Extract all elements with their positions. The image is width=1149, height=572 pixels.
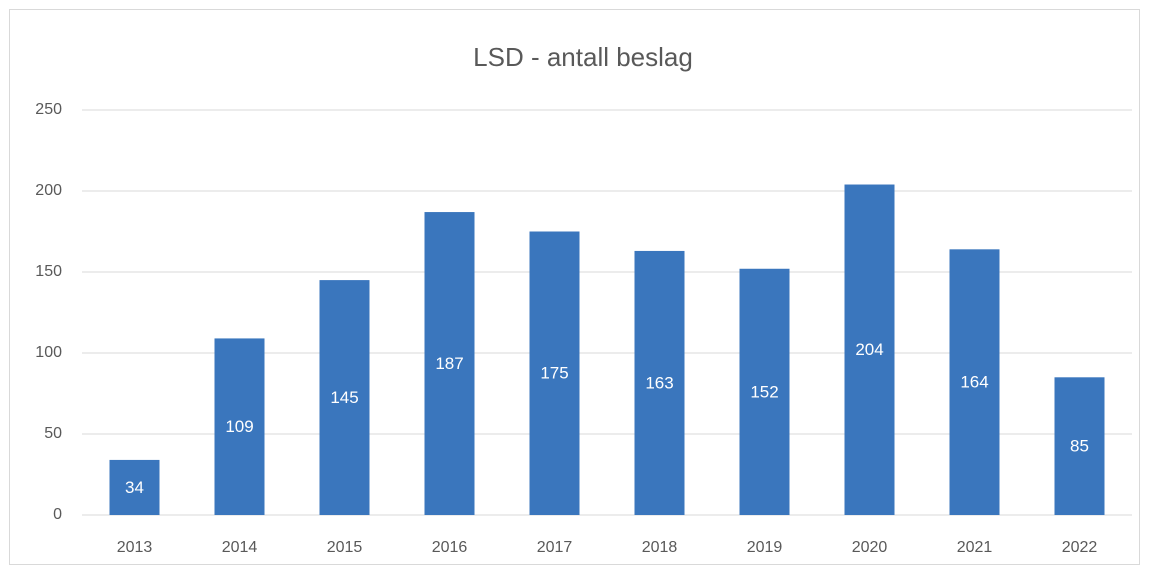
bar (634, 250, 685, 515)
x-tick-label: 2022 (1062, 539, 1098, 556)
bar (319, 280, 370, 515)
x-tick-label: 2019 (747, 539, 783, 556)
x-tick-label: 2018 (642, 539, 678, 556)
bar (1054, 377, 1105, 515)
data-label: 164 (960, 373, 988, 392)
y-tick-label: 0 (53, 506, 62, 523)
data-label: 145 (330, 388, 358, 407)
x-tick-label: 2017 (537, 539, 573, 556)
bar (424, 212, 475, 515)
x-tick-label: 2020 (852, 539, 888, 556)
chart-title: LSD - antall beslag (473, 42, 693, 72)
y-tick-label: 50 (44, 425, 62, 442)
data-label: 187 (435, 354, 463, 373)
x-tick-label: 2021 (957, 539, 993, 556)
data-label: 175 (540, 364, 568, 383)
y-tick-label: 100 (35, 344, 62, 361)
x-tick-label: 2013 (117, 539, 153, 556)
data-label: 152 (750, 382, 778, 401)
bar (109, 459, 160, 515)
y-tick-label: 250 (35, 101, 62, 118)
data-label: 163 (645, 373, 673, 392)
y-tick-label: 150 (35, 263, 62, 280)
data-label: 85 (1070, 437, 1089, 456)
data-label: 204 (855, 340, 883, 359)
data-label: 34 (125, 478, 144, 497)
y-tick-label: 200 (35, 182, 62, 199)
bar (949, 249, 1000, 515)
x-tick-label: 2016 (432, 539, 468, 556)
bar (214, 338, 265, 515)
x-tick-label: 2014 (222, 539, 258, 556)
bar (529, 231, 580, 515)
x-tick-label: 2015 (327, 539, 363, 556)
bar (739, 268, 790, 515)
bar (844, 184, 895, 515)
data-label: 109 (225, 417, 253, 436)
